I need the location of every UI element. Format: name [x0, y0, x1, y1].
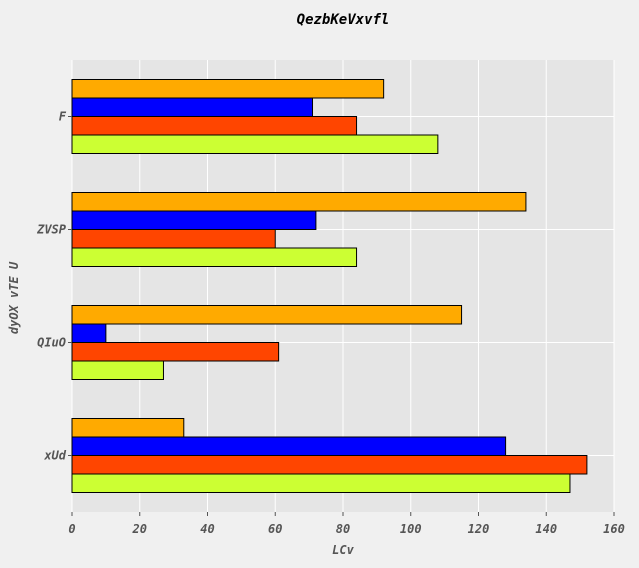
y-tick-label: xUd	[43, 449, 66, 463]
y-tick-label: F	[59, 110, 67, 124]
bar	[72, 306, 462, 325]
x-tick-label: 20	[132, 522, 147, 536]
bar	[72, 135, 438, 154]
x-axis-label: LCv	[332, 543, 354, 557]
x-tick-label: 80	[336, 522, 350, 536]
x-tick-label: 0	[68, 522, 75, 536]
bar	[72, 80, 384, 99]
bar	[72, 193, 526, 212]
bar	[72, 248, 357, 267]
bar	[72, 361, 163, 380]
bar	[72, 343, 279, 362]
bar	[72, 117, 357, 136]
bar	[72, 419, 184, 438]
x-tick-label: 160	[603, 522, 625, 536]
y-axis-ticks: xUd QIuO ZVSP F	[36, 110, 72, 463]
bar	[72, 324, 106, 343]
bar	[72, 437, 506, 456]
x-tick-label: 60	[268, 522, 282, 536]
bar	[72, 474, 570, 493]
y-tick-label: QIuO	[37, 336, 66, 350]
chart-title: QezbKeVxvfl	[297, 12, 390, 28]
bar	[72, 230, 275, 249]
x-tick-label: 40	[200, 522, 214, 536]
x-axis-ticks: 0 20 40 60 80 100 120 140 160	[68, 512, 624, 536]
x-tick-label: 120	[468, 522, 490, 536]
x-tick-label: 100	[400, 522, 422, 536]
bar	[72, 211, 316, 230]
x-tick-label: 140	[535, 522, 557, 536]
y-tick-label: ZVSP	[36, 223, 67, 237]
bar	[72, 98, 313, 117]
bar	[72, 456, 587, 475]
y-axis-label: dyOX vTE U	[7, 261, 21, 334]
